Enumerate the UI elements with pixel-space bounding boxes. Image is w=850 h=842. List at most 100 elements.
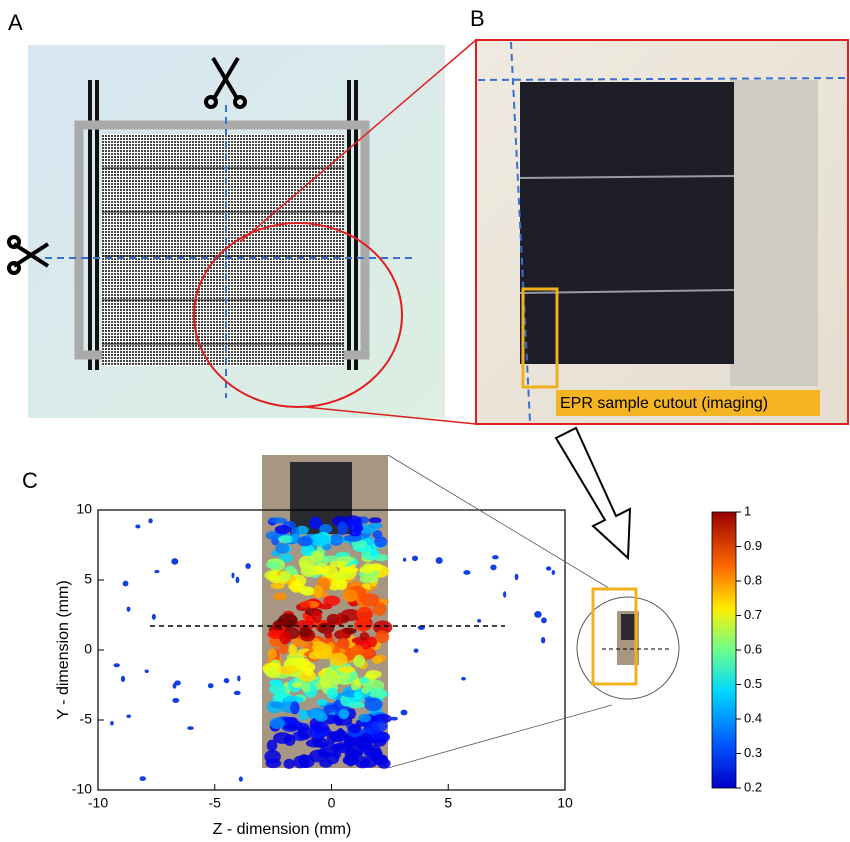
- blob: [266, 739, 278, 752]
- blob: [551, 569, 556, 575]
- blob: [368, 522, 383, 530]
- blob: [322, 565, 338, 578]
- blob: [534, 610, 542, 618]
- colorbar-tick-label: 0.6: [744, 641, 762, 656]
- blob: [540, 637, 546, 644]
- blob: [139, 776, 146, 782]
- blob: [338, 673, 351, 686]
- blob: [364, 697, 383, 712]
- blob: [356, 606, 373, 621]
- blob: [268, 517, 288, 524]
- y-tick-label: 0: [84, 641, 92, 657]
- blob: [324, 667, 335, 680]
- blob: [324, 631, 333, 639]
- blob: [318, 603, 333, 610]
- blob: [411, 555, 419, 562]
- x-tick-label: 10: [557, 795, 573, 811]
- zoom-lines: [239, 39, 477, 425]
- blob: [343, 734, 356, 749]
- blob: [148, 518, 153, 524]
- zoom-ellipse: [193, 222, 403, 408]
- y-tick-label: 5: [84, 571, 92, 587]
- blob: [336, 727, 345, 741]
- blob: [278, 665, 298, 675]
- blob: [318, 742, 337, 750]
- y-tick-label: 10: [76, 501, 92, 517]
- blob: [336, 638, 350, 649]
- blob: [365, 747, 381, 756]
- blob: [274, 525, 291, 535]
- y-tick-label: -10: [72, 781, 92, 797]
- blob: [492, 555, 499, 560]
- y-tick-label: -5: [80, 711, 93, 727]
- blob: [298, 709, 308, 721]
- blob: [308, 651, 321, 660]
- blob: [265, 666, 282, 679]
- blob: [269, 717, 285, 729]
- blob: [374, 536, 388, 548]
- blob: [361, 686, 370, 694]
- scissors-icon: [7, 56, 247, 275]
- blob: [360, 593, 380, 607]
- blob: [435, 557, 443, 564]
- blob: [304, 667, 314, 677]
- blob: [313, 584, 323, 598]
- blob: [359, 632, 370, 641]
- blob: [120, 675, 126, 682]
- blob: [309, 516, 323, 530]
- blob: [279, 571, 291, 582]
- blob: [359, 565, 375, 574]
- blob: [297, 536, 313, 547]
- blob: [300, 544, 315, 557]
- blob: [353, 654, 366, 668]
- x-tick-label: -10: [88, 795, 108, 811]
- blob: [360, 733, 373, 745]
- blob: [144, 669, 149, 673]
- blob: [267, 648, 277, 660]
- blob: [349, 529, 362, 537]
- blob: [350, 645, 364, 657]
- x-tick-label: 0: [328, 795, 336, 811]
- blob: [335, 612, 345, 626]
- blob: [223, 678, 230, 684]
- blob: [514, 573, 519, 581]
- blob: [338, 708, 350, 720]
- blob: [151, 613, 156, 620]
- inset-lines: [387, 454, 613, 769]
- blob: [461, 676, 466, 681]
- blob: [368, 687, 387, 700]
- annotation: EPR sample cutout (imaging): [560, 395, 768, 412]
- blob: [403, 557, 407, 562]
- blob: [336, 556, 355, 563]
- blob: [329, 533, 343, 546]
- blob: [319, 748, 339, 757]
- blob: [359, 575, 378, 584]
- blob: [370, 548, 379, 557]
- colorbar: [711, 511, 737, 789]
- blob: [490, 564, 497, 571]
- blob: [309, 533, 330, 547]
- blob: [299, 626, 312, 638]
- blob: [291, 681, 303, 688]
- blob: [345, 752, 356, 767]
- inset-dark: [621, 614, 635, 640]
- blob: [245, 563, 251, 570]
- blob: [365, 669, 382, 679]
- blob: [288, 643, 297, 656]
- cutout-box: [521, 287, 559, 389]
- blob: [463, 570, 471, 575]
- blob: [264, 749, 281, 764]
- blob: [279, 631, 292, 645]
- blob: [238, 776, 243, 782]
- blob: [319, 523, 333, 534]
- blob: [541, 617, 547, 624]
- blob: [126, 606, 131, 612]
- blob: [233, 690, 241, 696]
- blob: [390, 716, 398, 721]
- blob: [323, 555, 340, 562]
- blob: [113, 663, 120, 668]
- blob: [273, 592, 287, 601]
- blob: [278, 613, 298, 628]
- blob: [309, 722, 330, 734]
